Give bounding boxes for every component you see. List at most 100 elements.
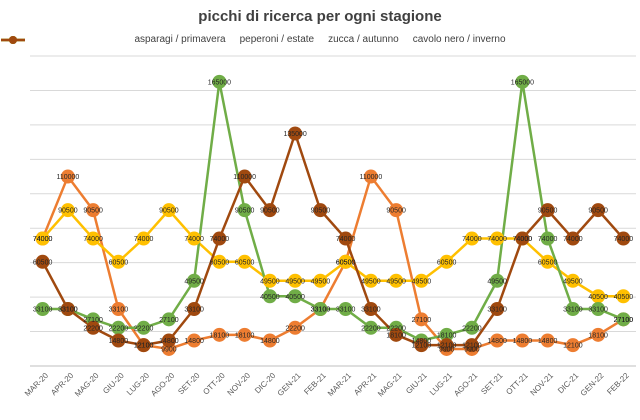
data-label: 40500 bbox=[285, 294, 305, 301]
data-label: 22200 bbox=[83, 325, 103, 332]
data-label: 40500 bbox=[260, 294, 280, 301]
legend-item: cavolo nero / inverno bbox=[1, 34, 506, 45]
x-tick-label: GIU-21 bbox=[404, 371, 429, 396]
data-label: 40500 bbox=[588, 294, 608, 301]
data-point bbox=[86, 320, 101, 335]
data-label: 14800 bbox=[412, 338, 432, 345]
legend-swatch bbox=[1, 36, 25, 44]
data-point bbox=[111, 320, 126, 335]
data-label: 74000 bbox=[83, 236, 103, 243]
data-label: 33100 bbox=[563, 306, 583, 313]
data-point bbox=[161, 333, 176, 348]
data-point bbox=[515, 74, 530, 89]
x-tick-label: APR-20 bbox=[49, 371, 76, 398]
data-label: 22200 bbox=[361, 325, 381, 332]
data-point bbox=[591, 327, 606, 342]
data-label: 33100 bbox=[588, 306, 608, 313]
data-label: 49500 bbox=[412, 278, 432, 285]
data-point bbox=[86, 203, 101, 218]
data-label: 33100 bbox=[58, 306, 78, 313]
data-point bbox=[414, 273, 429, 288]
data-point bbox=[591, 203, 606, 218]
data-point bbox=[565, 231, 580, 246]
data-label: 33100 bbox=[184, 306, 204, 313]
data-label: 90500 bbox=[235, 208, 255, 215]
data-point bbox=[515, 333, 530, 348]
x-tick-label: APR-21 bbox=[352, 371, 379, 398]
data-label: 90500 bbox=[58, 208, 78, 215]
data-label: 60500 bbox=[235, 259, 255, 266]
x-tick-label: MAG-20 bbox=[73, 371, 101, 399]
data-label: 12100 bbox=[437, 343, 457, 350]
data-label: 74000 bbox=[134, 236, 154, 243]
data-point bbox=[540, 333, 555, 348]
data-label: 22200 bbox=[285, 325, 305, 332]
data-label: 74000 bbox=[336, 236, 356, 243]
data-label: 165000 bbox=[208, 79, 231, 86]
x-tick-label: NOV-20 bbox=[226, 371, 253, 398]
x-tick-label: DIC-21 bbox=[556, 371, 581, 396]
data-label: 49500 bbox=[184, 278, 204, 285]
data-point bbox=[565, 338, 580, 353]
data-label: 74000 bbox=[184, 236, 204, 243]
data-point bbox=[616, 312, 631, 327]
data-point bbox=[338, 301, 353, 316]
x-tick-label: AGO-20 bbox=[149, 371, 177, 399]
data-label: 22200 bbox=[109, 325, 129, 332]
data-point bbox=[490, 301, 505, 316]
data-point bbox=[60, 203, 75, 218]
data-point bbox=[540, 231, 555, 246]
data-label: 74000 bbox=[614, 236, 634, 243]
data-point bbox=[212, 74, 227, 89]
data-point bbox=[439, 254, 454, 269]
data-point bbox=[262, 203, 277, 218]
x-tick-label: SET-21 bbox=[479, 371, 505, 397]
data-label: 90500 bbox=[83, 208, 103, 215]
data-label: 18100 bbox=[386, 332, 406, 339]
data-point bbox=[414, 338, 429, 353]
data-label: 49500 bbox=[386, 278, 406, 285]
data-label: 49500 bbox=[361, 278, 381, 285]
data-label: 60500 bbox=[538, 259, 558, 266]
data-label: 60500 bbox=[109, 259, 129, 266]
data-label: 27100 bbox=[412, 317, 432, 324]
data-label: 33100 bbox=[311, 306, 331, 313]
data-label: 9900 bbox=[161, 346, 177, 353]
x-tick-label: MAR-20 bbox=[23, 371, 50, 398]
data-label: 74000 bbox=[462, 236, 482, 243]
data-label: 74000 bbox=[538, 236, 558, 243]
legend-label: zucca / autunno bbox=[328, 34, 399, 45]
data-point bbox=[111, 301, 126, 316]
data-label: 27100 bbox=[159, 317, 179, 324]
data-point bbox=[288, 126, 303, 141]
x-tick-label: NOV-21 bbox=[529, 371, 556, 398]
data-label: 90500 bbox=[311, 208, 331, 215]
data-label: 33100 bbox=[361, 306, 381, 313]
data-point bbox=[363, 301, 378, 316]
data-label: 60500 bbox=[336, 259, 356, 266]
data-label: 110000 bbox=[233, 174, 256, 181]
series-line bbox=[42, 80, 624, 342]
data-label: 49500 bbox=[563, 278, 583, 285]
data-label: 49500 bbox=[260, 278, 280, 285]
data-point bbox=[616, 289, 631, 304]
data-point bbox=[515, 231, 530, 246]
data-point bbox=[60, 301, 75, 316]
x-tick-label: LUG-21 bbox=[428, 371, 455, 398]
data-point bbox=[136, 320, 151, 335]
data-label: 12100 bbox=[412, 343, 432, 350]
data-point bbox=[212, 231, 227, 246]
data-label: 14800 bbox=[109, 338, 129, 345]
data-label: 74000 bbox=[563, 236, 583, 243]
data-label: 14800 bbox=[260, 338, 280, 345]
data-label: 60500 bbox=[437, 259, 457, 266]
data-point bbox=[187, 231, 202, 246]
x-tick-label: FEB-22 bbox=[605, 371, 631, 397]
chart-title: picchi di ricerca per ogni stagione bbox=[198, 8, 442, 25]
data-point bbox=[313, 203, 328, 218]
data-point bbox=[111, 254, 126, 269]
data-point bbox=[187, 273, 202, 288]
data-point bbox=[439, 338, 454, 353]
data-label: 27100 bbox=[614, 317, 634, 324]
